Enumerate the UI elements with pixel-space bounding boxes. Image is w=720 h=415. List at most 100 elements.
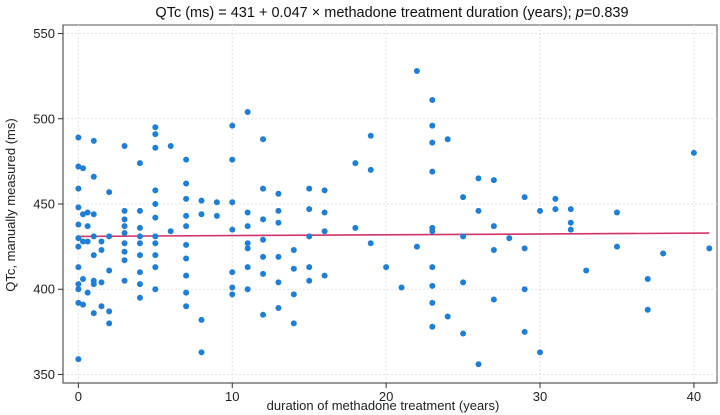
data-point — [106, 320, 113, 327]
data-point — [136, 269, 143, 276]
data-point — [80, 276, 87, 283]
data-point — [444, 136, 451, 143]
data-point — [152, 144, 159, 151]
data-point — [213, 199, 220, 206]
data-point — [198, 211, 205, 218]
data-point — [152, 131, 159, 138]
data-point — [98, 303, 105, 310]
data-point — [80, 165, 87, 172]
data-point — [98, 238, 105, 245]
data-point — [90, 233, 97, 240]
data-point — [136, 224, 143, 231]
data-point — [75, 163, 82, 170]
data-point — [367, 240, 374, 247]
data-point — [367, 132, 374, 139]
data-point — [75, 134, 82, 141]
fit-line-group — [78, 232, 710, 238]
data-point — [306, 277, 313, 284]
data-point — [106, 233, 113, 240]
data-point — [260, 136, 267, 143]
data-point — [152, 233, 159, 240]
data-point — [275, 279, 282, 286]
data-point — [260, 185, 267, 192]
data-point — [475, 175, 482, 182]
data-point — [244, 209, 251, 216]
data-point — [121, 143, 128, 150]
data-point — [521, 245, 528, 252]
data-point — [106, 267, 113, 274]
data-point — [260, 253, 267, 260]
data-point — [98, 279, 105, 286]
data-point — [75, 221, 82, 228]
data-point — [506, 235, 513, 242]
data-point — [460, 233, 467, 240]
data-point — [152, 264, 159, 271]
data-point — [306, 185, 313, 192]
data-point — [275, 219, 282, 226]
data-point — [75, 286, 82, 293]
data-point — [490, 177, 497, 184]
data-point — [167, 143, 174, 150]
x-tick-label: 0 — [75, 389, 82, 404]
data-point — [106, 308, 113, 315]
y-axis-label: QTc, manually measured (ms) — [3, 118, 18, 291]
data-point — [244, 223, 251, 230]
data-point — [152, 201, 159, 207]
data-point — [229, 122, 236, 129]
data-point — [567, 226, 574, 233]
data-point — [690, 149, 697, 156]
data-point — [84, 223, 91, 230]
data-point — [383, 264, 390, 271]
data-point — [121, 207, 128, 214]
x-axis-label: duration of methadone treatment (years) — [267, 398, 500, 413]
data-point — [90, 211, 97, 218]
data-point — [290, 265, 297, 272]
data-point — [275, 207, 282, 214]
data-point — [75, 356, 82, 363]
data-point — [537, 349, 544, 356]
data-point — [84, 289, 91, 296]
data-point — [429, 299, 436, 306]
data-point — [290, 291, 297, 298]
data-point — [75, 299, 82, 306]
data-point — [429, 282, 436, 289]
data-point — [567, 206, 574, 213]
data-point — [229, 156, 236, 163]
data-point — [75, 281, 82, 288]
data-point — [260, 311, 267, 318]
data-point — [229, 284, 236, 291]
data-point — [660, 250, 667, 257]
data-point — [121, 223, 128, 230]
data-point — [321, 228, 328, 235]
data-point — [706, 245, 713, 252]
data-point — [244, 286, 251, 293]
data-point — [90, 277, 97, 284]
data-point — [352, 160, 359, 167]
data-point — [229, 199, 236, 206]
data-point — [136, 233, 143, 240]
data-point — [321, 187, 328, 194]
points-group — [75, 68, 713, 368]
axes: 0 10 20 30 40 350 400 450 500 550 — [33, 25, 717, 404]
data-point — [198, 316, 205, 323]
grid — [63, 25, 717, 383]
data-point — [429, 122, 436, 129]
data-point — [80, 211, 87, 218]
x-tick-label: 30 — [533, 389, 547, 404]
data-point — [429, 264, 436, 271]
data-point — [152, 286, 159, 293]
data-point — [121, 277, 128, 284]
data-point — [75, 243, 82, 250]
data-point — [475, 207, 482, 214]
data-point — [213, 212, 220, 219]
data-point — [90, 173, 97, 180]
data-point — [183, 289, 190, 296]
data-point — [244, 264, 251, 271]
data-point — [260, 270, 267, 277]
data-point — [84, 209, 91, 216]
data-point — [583, 267, 590, 274]
data-point — [644, 306, 651, 313]
data-point — [75, 235, 82, 242]
data-point — [136, 281, 143, 288]
